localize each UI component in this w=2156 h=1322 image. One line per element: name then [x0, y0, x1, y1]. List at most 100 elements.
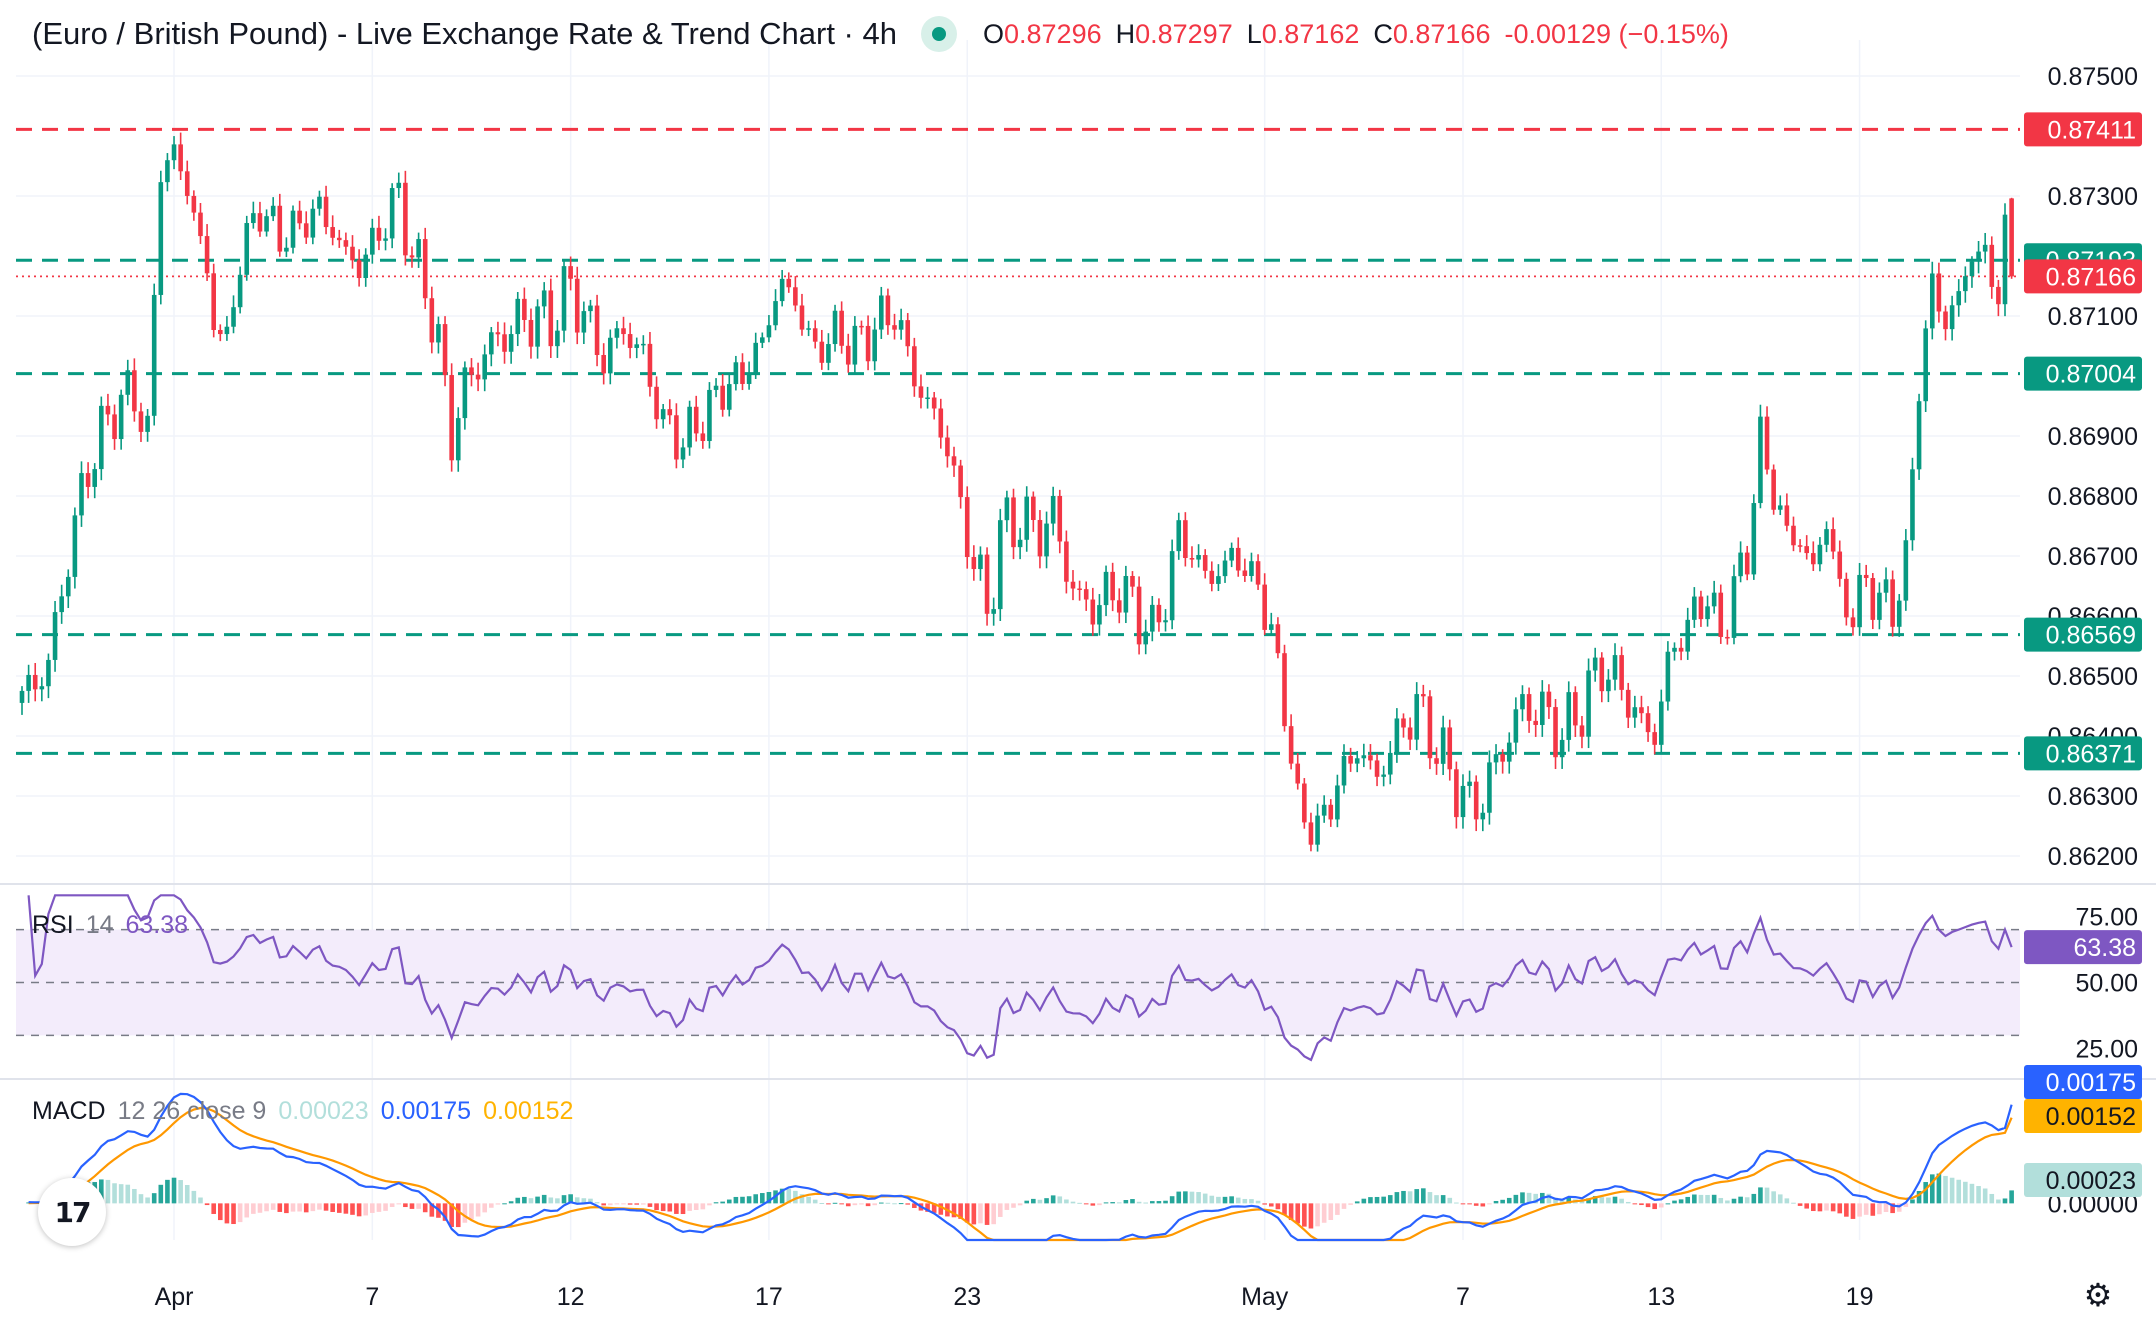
candle-body — [171, 144, 177, 161]
macd-hist-bar — [1196, 1192, 1201, 1204]
macd-hist-bar — [1903, 1203, 1909, 1207]
macd-hist-bar — [1460, 1203, 1466, 1205]
candle-body — [641, 343, 646, 346]
candle-body — [1751, 503, 1757, 575]
macd-hist-bar — [1295, 1203, 1301, 1224]
candle — [1929, 261, 1935, 340]
candle — [383, 228, 388, 251]
candle-body — [363, 254, 369, 279]
gear-icon[interactable]: ⚙ — [2083, 1277, 2113, 1313]
candle — [1374, 753, 1380, 787]
candle-body — [1427, 696, 1433, 759]
candle — [1335, 774, 1340, 828]
macd-hist-bar — [938, 1203, 944, 1215]
candle-body — [1414, 694, 1420, 740]
macd-hist-bar — [1275, 1203, 1281, 1210]
candle — [1368, 744, 1373, 770]
candle — [1725, 629, 1730, 645]
candle-body — [310, 208, 316, 238]
macd-hist-bar — [1090, 1203, 1096, 1206]
candle — [343, 232, 349, 255]
candle-body — [621, 328, 626, 335]
market-status-icon[interactable] — [920, 16, 957, 52]
candle-body — [1738, 552, 1743, 577]
candle-body — [786, 278, 792, 288]
candle-body — [574, 278, 580, 333]
candle — [1070, 570, 1076, 601]
macd-hist-bar — [1639, 1203, 1644, 1206]
candle-body — [1910, 469, 1915, 541]
macd-hist-bar — [112, 1183, 117, 1204]
candle-body — [65, 576, 71, 597]
macd-hist-bar — [191, 1190, 197, 1204]
candle-body — [1625, 689, 1631, 718]
candle-body — [1401, 718, 1406, 728]
macd-hist-bar — [1116, 1202, 1122, 1204]
candle-body — [330, 227, 335, 238]
candle-body — [1943, 311, 1948, 330]
rsi-line — [27, 894, 2013, 1062]
candle-body — [1348, 756, 1353, 764]
candle — [118, 389, 124, 450]
candle-body — [1183, 520, 1188, 559]
macd-hist-bar — [1394, 1192, 1400, 1204]
candle-body — [92, 469, 98, 487]
candle — [733, 355, 739, 391]
macd-hist-bar — [1421, 1188, 1426, 1204]
macd-hist-bar — [1440, 1195, 1446, 1204]
candle-body — [1996, 286, 2001, 305]
macd-hist-bar — [674, 1203, 679, 1214]
candle — [158, 170, 164, 305]
macd-hist-bar — [687, 1203, 692, 1211]
macd-hist-bar — [779, 1188, 785, 1204]
macd-badge-label: 0.00152 — [2046, 1103, 2136, 1131]
candle-body — [1592, 657, 1598, 671]
candle-body — [396, 182, 402, 189]
candle-body — [1368, 755, 1373, 761]
candle — [1804, 535, 1809, 560]
candle — [1434, 747, 1439, 775]
macd-hist-bar — [489, 1203, 494, 1208]
tradingview-logo-icon[interactable]: 17 — [38, 1178, 106, 1246]
macd-hist-bar — [1916, 1190, 1922, 1204]
macd-hist-bar — [1890, 1203, 1895, 1214]
candle-body — [1262, 584, 1267, 630]
candle-body — [462, 367, 468, 419]
candle — [1050, 486, 1056, 536]
macd-legend[interactable]: MACD 12 26 close 9 0.00023 0.00175 0.001… — [32, 1097, 573, 1126]
candle — [178, 132, 183, 180]
macd-hist-bar — [1711, 1194, 1717, 1204]
macd-hist-bar — [1447, 1197, 1453, 1204]
candle — [1249, 552, 1254, 582]
candle-body — [1150, 604, 1155, 632]
candle — [105, 393, 111, 426]
price-badge-label: 0.87004 — [2046, 361, 2136, 389]
macd-hist-bar — [1123, 1200, 1129, 1204]
macd-hist-bar — [442, 1203, 448, 1221]
candle-body — [317, 196, 322, 209]
rsi-legend[interactable]: RSI 14 63.38 — [32, 911, 188, 940]
candle-body — [614, 328, 620, 338]
macd-hist-bar — [1176, 1191, 1182, 1204]
candle — [1692, 587, 1697, 628]
candle — [945, 425, 950, 468]
candle — [1057, 489, 1063, 554]
candle-body — [541, 290, 547, 307]
candle — [1480, 803, 1486, 832]
candle-body — [1473, 781, 1479, 820]
candle-body — [257, 213, 263, 232]
candle — [191, 190, 197, 221]
macd-hist-bar — [138, 1194, 144, 1204]
macd-hist-bar — [1070, 1201, 1076, 1204]
macd-hist-bar — [978, 1203, 983, 1224]
candle-body — [753, 342, 759, 374]
candle — [1870, 573, 1876, 630]
candle-body — [892, 325, 897, 330]
macd-hist-bar — [832, 1202, 838, 1204]
candle — [1612, 643, 1618, 691]
candle-body — [1288, 726, 1294, 764]
change-value: -0.00129 (−0.15%) — [1504, 18, 1729, 49]
candle-body — [1467, 781, 1472, 786]
candle — [912, 337, 917, 397]
